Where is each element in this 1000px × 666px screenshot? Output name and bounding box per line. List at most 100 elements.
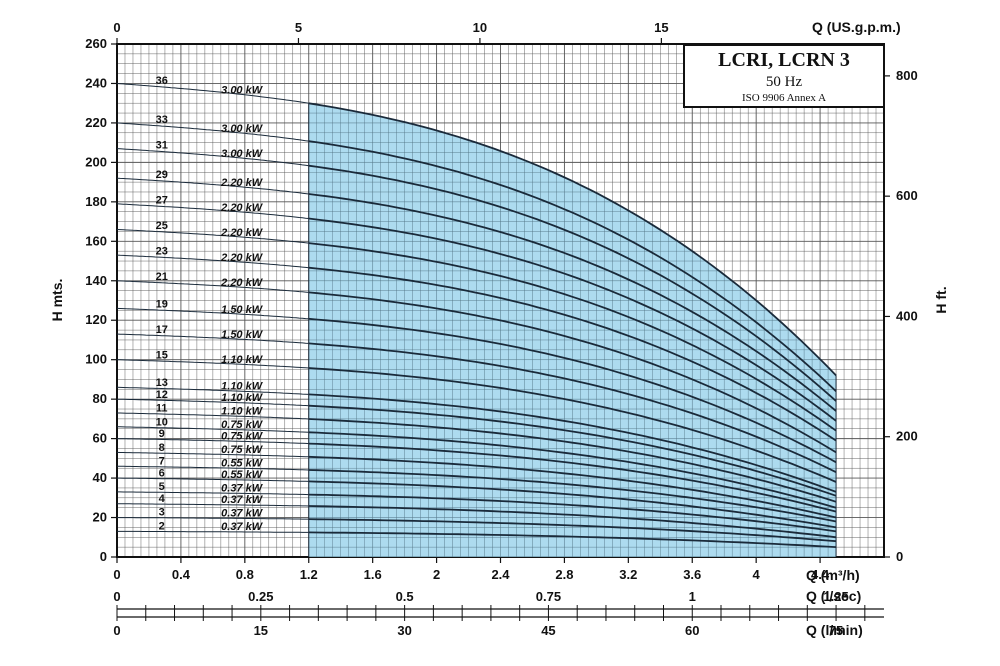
y-tick-label: 120 (85, 312, 107, 327)
curve-36-thin (116, 83, 309, 104)
curve-11 (308, 418, 837, 503)
stage-label-8: 8 (159, 442, 165, 454)
stage-label-19: 19 (156, 299, 168, 311)
x-tick-label: 1.2 (300, 567, 318, 582)
power-label-33: 3.00 kW (221, 123, 264, 135)
power-label-27: 2.20 kW (220, 202, 264, 214)
curve-33 (308, 140, 837, 392)
power-label-11: 1.10 kW (221, 406, 264, 418)
top-tick-label: 0 (113, 20, 120, 35)
y2-tick-label: 600 (896, 188, 918, 203)
power-label-4: 0.37 kW (221, 494, 264, 506)
power-label-15: 1.10 kW (221, 354, 264, 366)
curve-11-thin (117, 412, 309, 420)
x-tick-label: 0.8 (236, 567, 254, 582)
power-label-23: 2.20 kW (220, 252, 264, 264)
power-label-8: 0.75 kW (221, 444, 264, 456)
curve-17 (308, 342, 837, 474)
y-axis-label: H mts. (49, 279, 65, 322)
stage-label-5: 5 (159, 481, 165, 493)
power-label-7: 0.55 kW (221, 458, 264, 470)
top-tick-label: 5 (295, 20, 302, 35)
x-tick-label: 3.6 (683, 567, 701, 582)
curve-36 (308, 102, 837, 377)
curve-27-thin (116, 203, 309, 219)
stage-label-25: 25 (156, 220, 168, 232)
lmin-tick-label: 60 (685, 623, 699, 638)
lsec-tick-label: 0.25 (248, 589, 273, 604)
curve-15-thin (116, 359, 309, 369)
lsec-tick-label: 0 (113, 589, 120, 604)
curve-27 (308, 217, 837, 422)
lmin-tick-label: 45 (541, 623, 555, 638)
curve-8 (308, 455, 837, 519)
x-tick-label: 3.2 (619, 567, 637, 582)
curve-4-thin (116, 503, 309, 507)
power-label-5: 0.37 kW (221, 483, 264, 495)
y2-tick-label: 800 (896, 68, 918, 83)
power-label-10: 0.75 kW (221, 419, 264, 431)
curve-7-thin (116, 465, 309, 471)
lmin-tick-label: 30 (397, 623, 411, 638)
curve-3 (308, 518, 837, 543)
curve-31-thin (116, 148, 309, 167)
y2-tick-label: 0 (896, 549, 903, 564)
power-label-29: 2.20 kW (220, 177, 264, 189)
stage-label-33: 33 (156, 114, 168, 126)
stage-label-36: 36 (156, 75, 168, 87)
y-tick-label: 100 (85, 352, 107, 367)
x-tick-label: 2.8 (555, 567, 573, 582)
curve-29 (308, 193, 837, 412)
curve-23-thin (116, 254, 309, 269)
y2-tick-label: 200 (896, 429, 918, 444)
stage-label-27: 27 (156, 195, 168, 207)
power-label-9: 0.75 kW (221, 431, 264, 443)
stage-label-6: 6 (159, 467, 165, 479)
x-lsec-axis-label: Q (l/sec) (806, 588, 861, 604)
y-tick-label: 240 (85, 75, 107, 90)
lsec-tick-label: 0.5 (396, 589, 414, 604)
power-label-3: 0.37 kW (221, 508, 264, 520)
lsec-tick-label: 1 (689, 589, 696, 604)
stage-label-3: 3 (159, 507, 165, 519)
y-tick-label: 180 (85, 194, 107, 209)
x-tick-label: 1.6 (364, 567, 382, 582)
power-label-6: 0.55 kW (221, 469, 264, 481)
y-tick-label: 40 (93, 470, 107, 485)
x-tick-label: 4 (753, 567, 761, 582)
curve-12 (308, 404, 837, 497)
curve-6-thin (117, 477, 309, 482)
stage-label-31: 31 (156, 140, 168, 152)
power-label-21: 2.20 kW (220, 277, 264, 289)
x-tick-label: 2 (433, 567, 440, 582)
y2-axis-label: H ft. (933, 286, 949, 313)
y2-tick-label: 400 (896, 308, 918, 323)
x-tick-label: 2.4 (491, 567, 510, 582)
chart-title: LCRI, LCRN 3 (718, 49, 850, 71)
lmin-tick-label: 0 (113, 623, 120, 638)
ticks: 0204060801001201401601802002202402600200… (85, 20, 917, 638)
curves (116, 83, 837, 557)
curve-5 (308, 493, 837, 533)
title-box: LCRI, LCRN 3 50 Hz ISO 9906 Annex A (683, 44, 885, 108)
lsec-tick-label: 0.75 (536, 589, 561, 604)
curve-25-thin (116, 229, 309, 244)
x-axis-label: Q (m³/h) (806, 567, 860, 583)
stage-label-2: 2 (159, 520, 165, 532)
x-tick-label: 4.4 (811, 567, 830, 582)
curve-23 (308, 266, 837, 442)
curve-17-thin (116, 333, 309, 344)
stage-label-9: 9 (159, 428, 165, 440)
chart-note: ISO 9906 Annex A (742, 92, 826, 104)
stage-label-12: 12 (156, 389, 168, 401)
top-tick-label: 15 (654, 20, 668, 35)
curve-2-thin (117, 530, 309, 533)
curve-7 (308, 469, 837, 523)
lmin-tick-label: 15 (254, 623, 268, 638)
curve-31 (308, 164, 837, 402)
top-tick-label: 10 (473, 20, 487, 35)
power-label-36: 3.00 kW (221, 85, 264, 97)
stage-label-4: 4 (159, 493, 166, 505)
stage-label-11: 11 (156, 403, 168, 415)
y-tick-label: 200 (85, 154, 107, 169)
